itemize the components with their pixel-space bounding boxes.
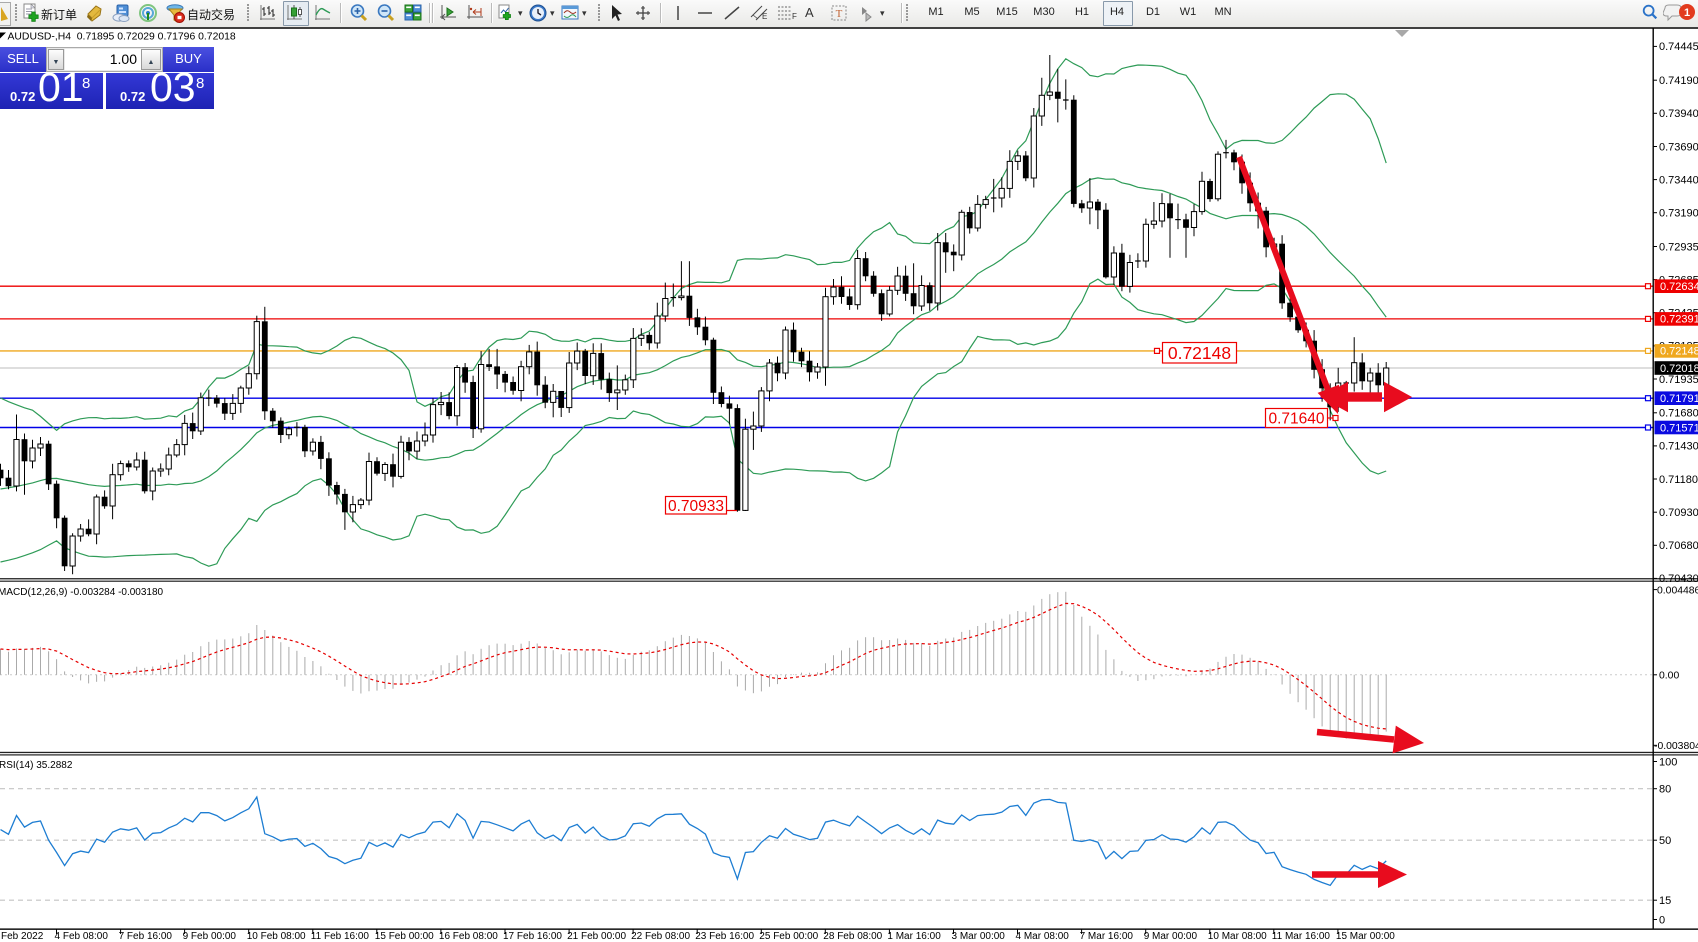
svg-text:MACD(12,26,9) -0.003284 -0.003: MACD(12,26,9) -0.003284 -0.003180	[0, 587, 164, 598]
svg-text:21 Feb 00:00: 21 Feb 00:00	[567, 931, 626, 942]
svg-text:0.71935: 0.71935	[1659, 374, 1698, 386]
svg-text:1 Mar 16:00: 1 Mar 16:00	[887, 931, 941, 942]
svg-text:0.72148: 0.72148	[1168, 343, 1231, 363]
svg-text:0.72935: 0.72935	[1659, 241, 1698, 253]
svg-text:7 Feb 16:00: 7 Feb 16:00	[119, 931, 173, 942]
svg-text:0.71430: 0.71430	[1659, 441, 1698, 453]
svg-text:0.72391: 0.72391	[1660, 314, 1698, 326]
svg-text:-0.003804: -0.003804	[1654, 741, 1698, 752]
svg-text:4 Mar 08:00: 4 Mar 08:00	[1016, 931, 1070, 942]
svg-text:22 Feb 08:00: 22 Feb 08:00	[631, 931, 690, 942]
svg-text:0.74445: 0.74445	[1659, 41, 1698, 53]
svg-text:0.00: 0.00	[1659, 671, 1679, 682]
svg-text:0.70430: 0.70430	[1659, 573, 1698, 585]
svg-text:15: 15	[1659, 895, 1671, 907]
svg-text:0.73690: 0.73690	[1659, 141, 1698, 153]
svg-text:80: 80	[1659, 784, 1671, 796]
svg-text:15 Mar 00:00: 15 Mar 00:00	[1336, 931, 1395, 942]
svg-text:0.71180: 0.71180	[1659, 474, 1698, 486]
svg-text:1: 1	[1684, 7, 1690, 19]
svg-text:4 Feb 08:00: 4 Feb 08:00	[55, 931, 109, 942]
svg-text:10 Mar 08:00: 10 Mar 08:00	[1208, 931, 1267, 942]
svg-text:7 Mar 16:00: 7 Mar 16:00	[1080, 931, 1134, 942]
svg-text:25 Feb 00:00: 25 Feb 00:00	[759, 931, 818, 942]
svg-text:0.73940: 0.73940	[1659, 108, 1698, 120]
svg-text:9 Mar 00:00: 9 Mar 00:00	[1144, 931, 1198, 942]
svg-text:AUDUSD-,H4 0.71895 0.72029 0.: AUDUSD-,H4 0.71895 0.72029 0.71796 0.720…	[8, 32, 236, 43]
svg-text:28 Feb 08:00: 28 Feb 08:00	[823, 931, 882, 942]
svg-text:0.70930: 0.70930	[1659, 507, 1698, 519]
svg-text:T: T	[836, 8, 843, 20]
svg-text:0.71571: 0.71571	[1660, 422, 1698, 434]
svg-text:0.73440: 0.73440	[1659, 174, 1698, 186]
svg-text:15 Feb 00:00: 15 Feb 00:00	[375, 931, 434, 942]
svg-text:100: 100	[1659, 756, 1677, 768]
svg-text:16 Feb 08:00: 16 Feb 08:00	[439, 931, 498, 942]
svg-text:0.71640: 0.71640	[1268, 411, 1324, 428]
svg-text:0.004486: 0.004486	[1657, 585, 1698, 596]
svg-text:11 Feb 16:00: 11 Feb 16:00	[311, 931, 370, 942]
svg-text:10 Feb 08:00: 10 Feb 08:00	[247, 931, 306, 942]
svg-text:0.72148: 0.72148	[1660, 346, 1698, 358]
svg-text:0.73190: 0.73190	[1659, 208, 1698, 220]
svg-text:0.70680: 0.70680	[1659, 540, 1698, 552]
svg-text:0: 0	[1659, 914, 1665, 926]
svg-text:0.71791: 0.71791	[1660, 393, 1698, 405]
svg-text:Feb 2022: Feb 2022	[1, 931, 44, 942]
svg-text:17 Feb 16:00: 17 Feb 16:00	[503, 931, 562, 942]
svg-text:0.72018: 0.72018	[1660, 363, 1698, 375]
svg-text:0.74190: 0.74190	[1659, 75, 1698, 87]
svg-text:RSI(14) 35.2882: RSI(14) 35.2882	[0, 760, 73, 771]
svg-text:3 Mar 00:00: 3 Mar 00:00	[952, 931, 1006, 942]
svg-text:0.70933: 0.70933	[668, 498, 724, 515]
svg-text:9 Feb 00:00: 9 Feb 00:00	[183, 931, 237, 942]
svg-text:11 Mar 16:00: 11 Mar 16:00	[1272, 931, 1331, 942]
svg-text:23 Feb 16:00: 23 Feb 16:00	[695, 931, 754, 942]
svg-text:0.71680: 0.71680	[1659, 408, 1698, 420]
svg-text:50: 50	[1659, 835, 1671, 847]
svg-text:0.72634: 0.72634	[1660, 281, 1698, 293]
